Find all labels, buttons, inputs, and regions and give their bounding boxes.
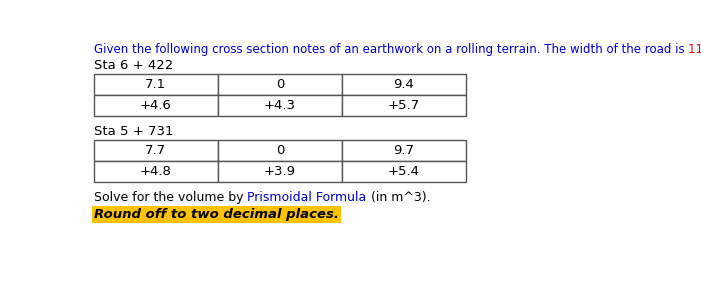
- Text: Sta 6 + 422: Sta 6 + 422: [94, 59, 173, 72]
- Bar: [342, 74, 466, 95]
- Bar: [218, 161, 342, 182]
- Text: 0: 0: [275, 78, 284, 91]
- Bar: [94, 141, 218, 161]
- Text: (in m^3).: (in m^3).: [367, 191, 430, 204]
- Text: +3.9: +3.9: [264, 165, 296, 178]
- Text: 11 m: 11 m: [688, 43, 701, 56]
- Text: 9.4: 9.4: [393, 78, 414, 91]
- Text: +5.4: +5.4: [388, 165, 420, 178]
- Bar: [94, 74, 218, 95]
- Bar: [94, 95, 218, 116]
- Bar: [218, 74, 342, 95]
- Bar: [218, 95, 342, 116]
- Text: Round off to two decimal places.: Round off to two decimal places.: [94, 208, 339, 221]
- Text: Sta 5 + 731: Sta 5 + 731: [94, 125, 173, 138]
- Text: +4.3: +4.3: [264, 99, 296, 112]
- Text: +5.7: +5.7: [388, 99, 420, 112]
- Text: +4.6: +4.6: [140, 99, 172, 112]
- Text: 0: 0: [275, 144, 284, 157]
- Bar: [218, 141, 342, 161]
- Text: Given the following cross section notes of an earthwork on a rolling terrain. Th: Given the following cross section notes …: [94, 43, 688, 56]
- Text: Solve for the volume by: Solve for the volume by: [94, 191, 247, 204]
- Bar: [342, 95, 466, 116]
- Text: Prismoidal Formula: Prismoidal Formula: [247, 191, 367, 204]
- Text: +4.8: +4.8: [140, 165, 172, 178]
- Bar: [94, 161, 218, 182]
- Text: 7.1: 7.1: [145, 78, 166, 91]
- Bar: [92, 206, 341, 223]
- Bar: [342, 141, 466, 161]
- Text: 7.7: 7.7: [145, 144, 166, 157]
- Bar: [342, 161, 466, 182]
- Text: 9.7: 9.7: [393, 144, 414, 157]
